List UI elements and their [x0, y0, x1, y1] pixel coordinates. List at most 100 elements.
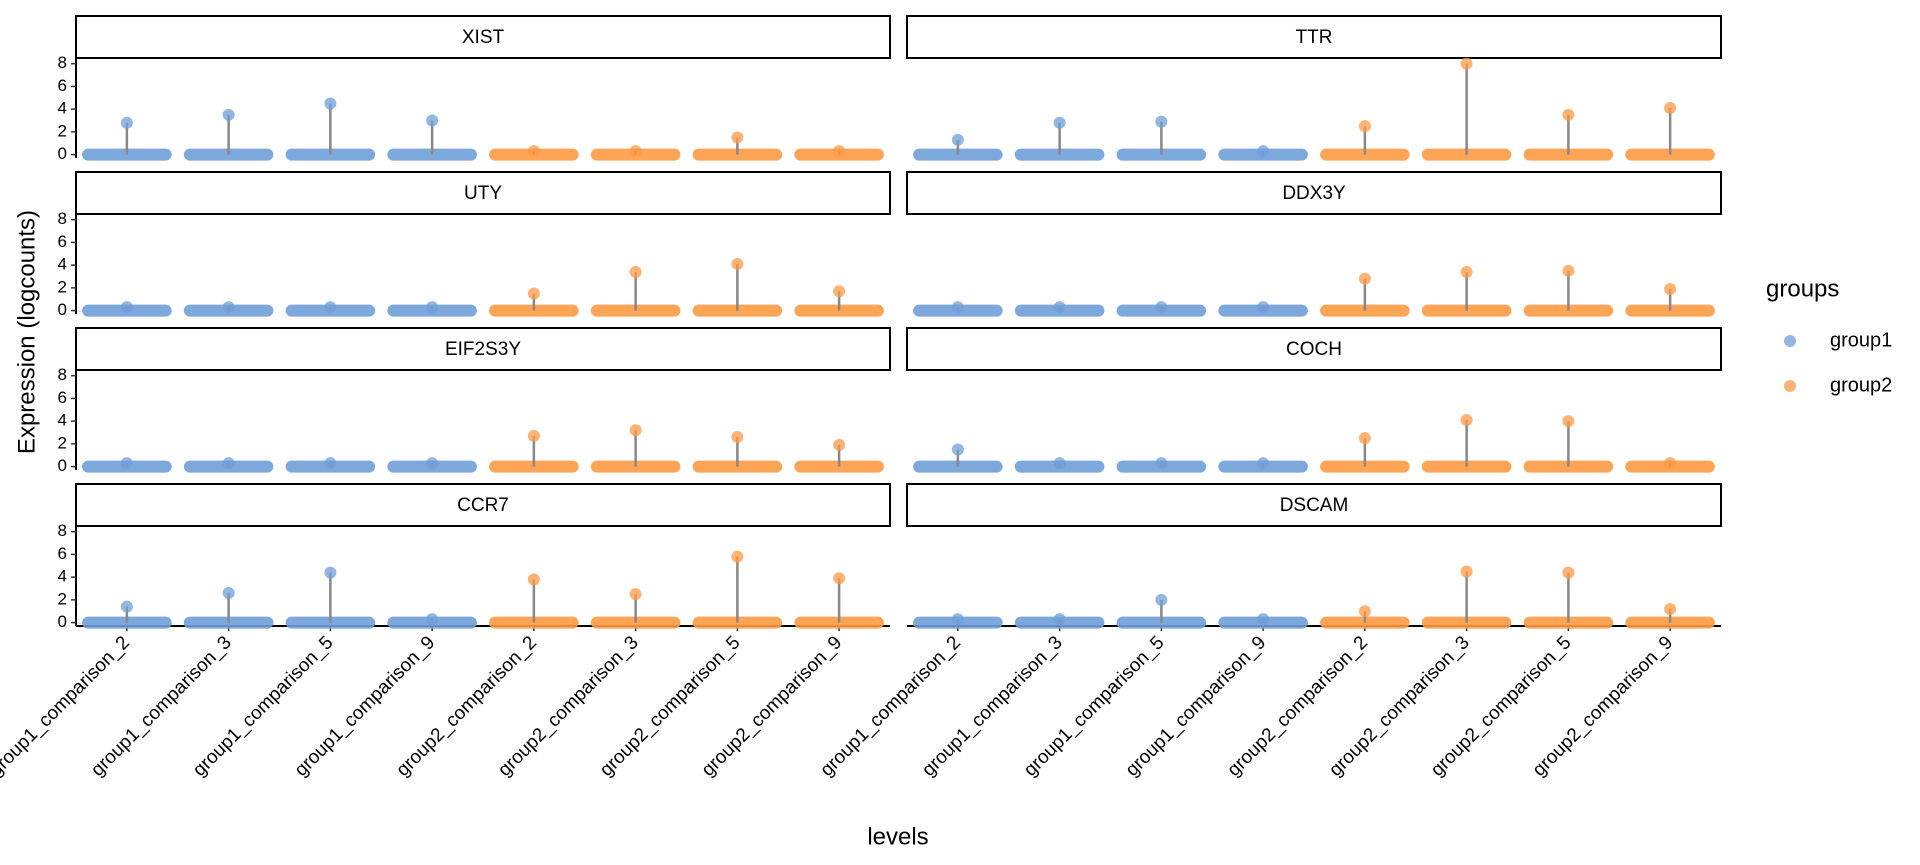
facet-strip — [906, 327, 1722, 371]
violin-max-point — [527, 287, 540, 300]
violin-max-point — [833, 572, 846, 585]
violin-max-point — [1562, 264, 1575, 277]
violin-max-point — [1053, 457, 1066, 470]
violin-max-point — [324, 566, 337, 579]
y-tick-label: 8 — [58, 53, 67, 72]
violin-max-point — [527, 145, 540, 158]
violin-max-point — [426, 457, 439, 470]
facet-title: TTR — [1296, 27, 1333, 48]
facet-strip — [75, 327, 891, 371]
violin-max-point — [1562, 566, 1575, 579]
violin-max-point — [1562, 415, 1575, 428]
y-tick-label: 6 — [58, 232, 67, 251]
violin-max-point — [1155, 593, 1168, 606]
legend-key — [1784, 380, 1796, 392]
y-tick-label: 8 — [58, 521, 67, 540]
violin-max-point — [1460, 57, 1473, 70]
y-tick-label: 4 — [58, 411, 67, 430]
facet-title: CCR7 — [457, 495, 509, 516]
violin-max-point — [1358, 272, 1371, 285]
y-tick-label: 8 — [58, 365, 67, 384]
violin-max-point — [731, 431, 744, 444]
violin-max-point — [1664, 457, 1677, 470]
violin-max-point — [629, 588, 642, 601]
y-tick-label: 4 — [58, 99, 67, 118]
violin-max-point — [426, 613, 439, 626]
y-tick-label: 2 — [58, 589, 67, 608]
facet-title: DDX3Y — [1282, 183, 1346, 204]
violin-max-point — [731, 258, 744, 270]
violin-max-point — [1664, 602, 1677, 615]
facet-strip — [75, 483, 891, 527]
y-tick-label: 8 — [58, 209, 67, 228]
violin-max-point — [1155, 115, 1168, 128]
legend-key — [1784, 335, 1796, 347]
y-tick-label: 0 — [58, 612, 67, 631]
facet-title: XIST — [462, 27, 505, 48]
facet-title: EIF2S3Y — [445, 339, 521, 360]
violin-max-point — [951, 443, 964, 456]
violin-max-point — [426, 301, 439, 314]
violin-max-point — [1562, 108, 1575, 121]
facet-title: COCH — [1286, 339, 1342, 360]
violin-max-point — [629, 145, 642, 158]
violin-max-point — [1664, 102, 1677, 114]
violin-max-point — [629, 424, 642, 437]
violin-max-point — [1257, 301, 1270, 314]
y-tick-label: 0 — [58, 144, 67, 163]
y-tick-label: 2 — [58, 277, 67, 296]
violin-max-point — [1358, 432, 1371, 445]
violin-max-point — [324, 457, 337, 470]
y-axis-title: Expression (logcounts) — [13, 210, 40, 454]
violin-max-point — [1460, 414, 1473, 426]
violin-max-point — [1257, 145, 1270, 158]
y-tick-label: 6 — [58, 388, 67, 407]
violin-max-point — [1053, 301, 1066, 314]
violin-max-point — [120, 457, 133, 470]
violin-max-point — [1155, 301, 1168, 314]
violin-max-point — [222, 108, 235, 121]
y-tick-label: 0 — [58, 456, 67, 475]
facet-title: UTY — [464, 183, 502, 204]
legend-label: group1 — [1830, 329, 1892, 351]
violin-max-point — [833, 145, 846, 158]
violin-max-point — [951, 301, 964, 314]
violin-max-point — [1053, 613, 1066, 626]
facet-strip — [906, 483, 1722, 527]
facet-strip — [906, 171, 1722, 215]
violin-max-point — [426, 114, 439, 127]
violin-max-point — [1155, 457, 1168, 470]
y-tick-label: 6 — [58, 544, 67, 563]
violin-max-point — [324, 301, 337, 314]
legend-title: groups — [1766, 275, 1839, 302]
facet-title: DSCAM — [1280, 495, 1349, 516]
violin-max-point — [1358, 605, 1371, 618]
violin-max-point — [120, 116, 133, 129]
violin-max-point — [833, 439, 846, 451]
y-tick-label: 6 — [58, 76, 67, 95]
y-tick-label: 0 — [58, 300, 67, 319]
y-tick-label: 2 — [58, 433, 67, 452]
violin-max-point — [527, 573, 540, 586]
violin-max-point — [731, 131, 744, 144]
violin-max-point — [120, 301, 133, 314]
violin-max-point — [833, 285, 846, 298]
violin-max-point — [629, 265, 642, 278]
violin-max-point — [1460, 565, 1473, 578]
facet-strip — [906, 15, 1722, 59]
violin-max-point — [1358, 120, 1371, 133]
legend-label: group2 — [1830, 374, 1892, 396]
facet-strip — [75, 15, 891, 59]
y-tick-label: 2 — [58, 121, 67, 140]
violin-max-point — [1257, 613, 1270, 626]
violin-max-point — [222, 301, 235, 314]
violin-max-point — [222, 587, 235, 600]
violin-max-point — [222, 457, 235, 470]
violin-max-point — [120, 600, 133, 613]
facet-strip — [75, 171, 891, 215]
violin-max-point — [527, 429, 540, 442]
violin-max-point — [951, 613, 964, 626]
violin-max-point — [1460, 265, 1473, 278]
violin-max-point — [951, 133, 964, 146]
